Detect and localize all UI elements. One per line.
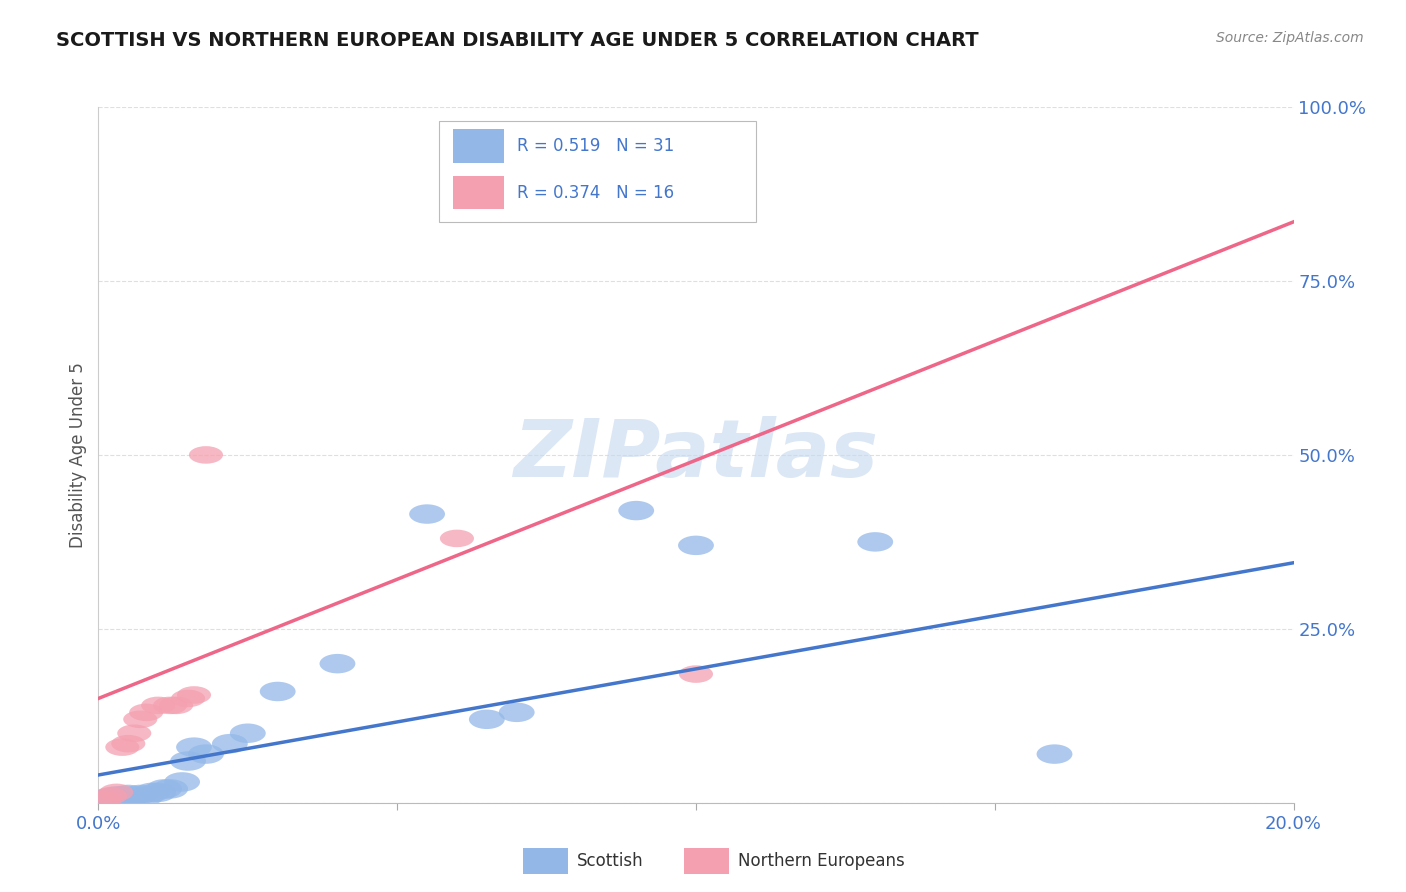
Ellipse shape: [110, 789, 146, 809]
Ellipse shape: [93, 788, 128, 807]
Ellipse shape: [146, 779, 183, 798]
Ellipse shape: [93, 787, 128, 805]
FancyBboxPatch shape: [439, 121, 756, 222]
Ellipse shape: [260, 681, 295, 701]
Ellipse shape: [409, 504, 446, 524]
Ellipse shape: [172, 690, 205, 707]
Ellipse shape: [117, 786, 152, 805]
Ellipse shape: [104, 786, 141, 805]
Ellipse shape: [124, 711, 157, 728]
FancyBboxPatch shape: [453, 129, 503, 162]
Ellipse shape: [122, 785, 159, 805]
Ellipse shape: [100, 783, 134, 801]
Ellipse shape: [165, 772, 200, 792]
Ellipse shape: [110, 785, 146, 805]
Text: Source: ZipAtlas.com: Source: ZipAtlas.com: [1216, 31, 1364, 45]
Ellipse shape: [1036, 744, 1073, 764]
Ellipse shape: [231, 723, 266, 743]
Ellipse shape: [141, 782, 176, 802]
Text: R = 0.374   N = 16: R = 0.374 N = 16: [517, 184, 673, 202]
Text: SCOTTISH VS NORTHERN EUROPEAN DISABILITY AGE UNDER 5 CORRELATION CHART: SCOTTISH VS NORTHERN EUROPEAN DISABILITY…: [56, 31, 979, 50]
Ellipse shape: [98, 789, 135, 809]
Ellipse shape: [177, 686, 211, 704]
Ellipse shape: [188, 744, 224, 764]
Ellipse shape: [111, 735, 145, 753]
Ellipse shape: [188, 446, 224, 464]
Ellipse shape: [153, 697, 187, 714]
Text: ZIPatlas: ZIPatlas: [513, 416, 879, 494]
Ellipse shape: [135, 782, 170, 802]
Ellipse shape: [93, 789, 128, 809]
FancyBboxPatch shape: [453, 176, 503, 210]
Ellipse shape: [858, 533, 893, 551]
Ellipse shape: [128, 786, 165, 805]
Text: Scottish: Scottish: [576, 852, 643, 871]
Ellipse shape: [678, 535, 714, 555]
Ellipse shape: [176, 738, 212, 757]
Ellipse shape: [87, 789, 122, 809]
Ellipse shape: [141, 697, 176, 714]
Y-axis label: Disability Age Under 5: Disability Age Under 5: [69, 362, 87, 548]
Ellipse shape: [619, 500, 654, 520]
Ellipse shape: [159, 697, 193, 714]
FancyBboxPatch shape: [685, 848, 730, 874]
Ellipse shape: [440, 530, 474, 547]
Ellipse shape: [117, 724, 152, 742]
Ellipse shape: [212, 734, 247, 754]
Ellipse shape: [98, 786, 135, 805]
Ellipse shape: [470, 709, 505, 729]
Ellipse shape: [87, 790, 121, 808]
Ellipse shape: [152, 779, 188, 798]
FancyBboxPatch shape: [523, 848, 568, 874]
Text: R = 0.519   N = 31: R = 0.519 N = 31: [517, 137, 673, 155]
Ellipse shape: [104, 789, 141, 809]
Ellipse shape: [499, 703, 534, 723]
Ellipse shape: [679, 665, 713, 683]
Ellipse shape: [170, 751, 207, 771]
Ellipse shape: [319, 654, 356, 673]
Ellipse shape: [129, 704, 163, 721]
Ellipse shape: [105, 739, 139, 756]
Text: Northern Europeans: Northern Europeans: [738, 852, 904, 871]
